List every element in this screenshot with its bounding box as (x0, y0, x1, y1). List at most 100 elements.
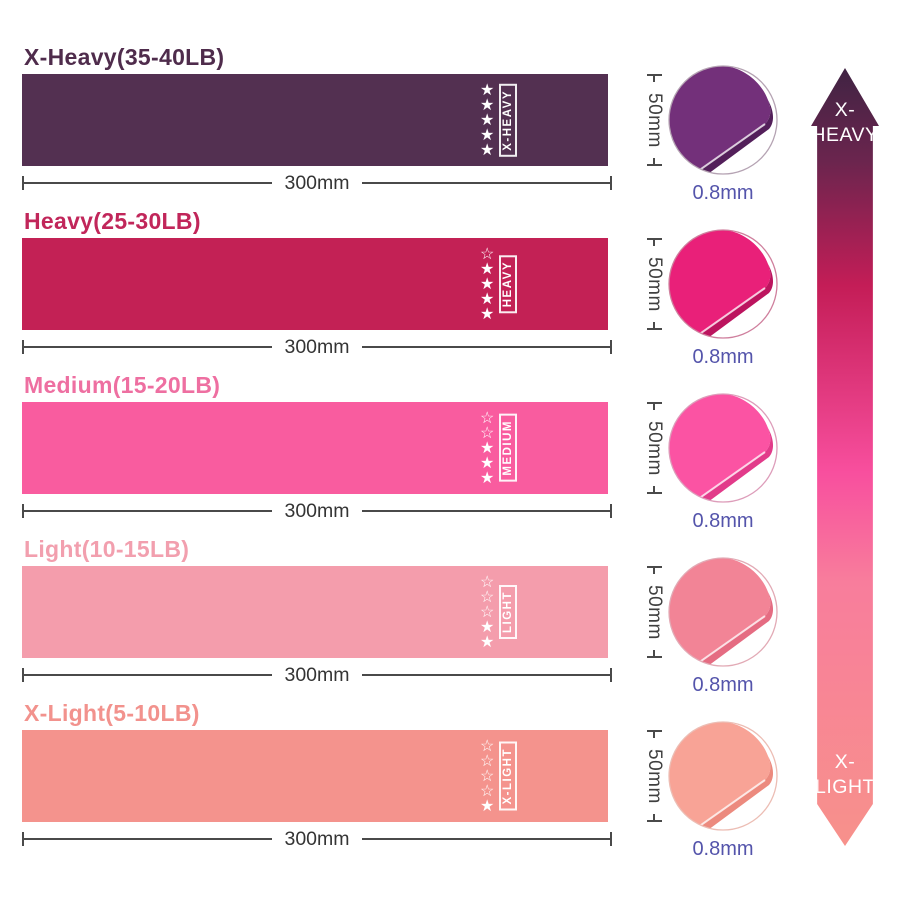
dimension-tick-icon (22, 668, 24, 682)
dimension-tick-icon (646, 649, 662, 658)
dimension-line (24, 674, 273, 676)
dimension-tick-icon (22, 340, 24, 354)
strength-scale-arrow: X- HEAVY X- LIGHT (811, 68, 879, 846)
band-swatch: ☆ ★ ★ ★ ★ HEAVY (22, 238, 608, 330)
dimension-tick-icon (610, 832, 612, 846)
width-label: 300mm (284, 335, 350, 358)
dimension-tick-icon (646, 238, 662, 246)
width-dimension: 300mm (22, 500, 612, 522)
star-filled-icon: ★ (480, 633, 495, 651)
dimension-tick-icon (22, 504, 24, 518)
band-title: X-Light(5-10LB) (24, 700, 200, 726)
star-filled-icon: ★ (480, 469, 495, 487)
star-filled-icon: ★ (480, 275, 495, 293)
dimension-tick-icon (646, 402, 662, 410)
dimension-tick-icon (646, 321, 662, 330)
star-outline-icon: ☆ (480, 409, 495, 427)
dimension-tick-icon (646, 813, 662, 822)
height-label: 50mm (644, 584, 665, 640)
band-thickness-photo (667, 556, 779, 668)
dimension-line (24, 182, 273, 184)
dimension-tick-icon (610, 668, 612, 682)
dimension-line (361, 182, 610, 184)
dimension-tick-icon (646, 566, 662, 574)
band-mark: ☆ ☆ ★ ★ ★ MEDIUM (480, 402, 518, 494)
thickness-label: 0.8mm (692, 838, 754, 860)
band-thickness-photo (667, 720, 779, 832)
band-row-heavy: Heavy(25-30LB) ☆ ★ ★ ★ ★ HEAVY 50mm 300mm (22, 208, 878, 372)
height-dimension: 50mm (634, 238, 674, 330)
folded-band-icon (668, 229, 778, 339)
dimension-tick-icon (22, 832, 24, 846)
width-label: 300mm (284, 171, 350, 194)
band-mark: ☆ ☆ ☆ ★ ★ LIGHT (480, 566, 518, 658)
star-filled-icon: ★ (480, 454, 495, 472)
thickness-label: 0.8mm (692, 510, 754, 532)
band-title: Heavy(25-30LB) (24, 208, 201, 234)
band-row-light: Light(10-15LB) ☆ ☆ ☆ ★ ★ LIGHT 50mm 300mm (22, 536, 878, 700)
band-swatch: ☆ ☆ ★ ★ ★ MEDIUM (22, 402, 608, 494)
star-filled-icon: ★ (480, 260, 495, 278)
star-outline-icon: ☆ (480, 782, 495, 800)
band-mark: ☆ ☆ ☆ ☆ ★ X-LIGHT (480, 730, 518, 822)
dimension-line (361, 674, 610, 676)
thickness-label: 0.8mm (692, 182, 754, 204)
dimension-tick-icon (610, 176, 612, 190)
width-label: 300mm (284, 499, 350, 522)
band-swatch: ☆ ☆ ☆ ★ ★ LIGHT (22, 566, 608, 658)
band-strength-label: LIGHT (499, 585, 518, 639)
star-filled-icon: ★ (480, 96, 495, 114)
star-rating: ☆ ☆ ☆ ★ ★ (480, 573, 495, 651)
dimension-line (24, 838, 273, 840)
band-row-x-light: X-Light(5-10LB) ☆ ☆ ☆ ☆ ★ X-LIGHT 50mm 300mm (22, 700, 878, 864)
band-strength-label: HEAVY (499, 254, 518, 314)
band-swatch: ☆ ☆ ☆ ☆ ★ X-LIGHT (22, 730, 608, 822)
arrow-top-label: X- HEAVY (811, 98, 879, 148)
band-row-x-heavy: X-Heavy(35-40LB) ★ ★ ★ ★ ★ X-HEAVY 50mm 300m… (22, 44, 878, 208)
dimension-tick-icon (646, 485, 662, 494)
star-filled-icon: ★ (480, 126, 495, 144)
height-dimension: 50mm (634, 402, 674, 494)
band-strength-label: X-LIGHT (499, 741, 518, 811)
star-outline-icon: ☆ (480, 573, 495, 591)
star-filled-icon: ★ (480, 618, 495, 636)
dimension-tick-icon (646, 157, 662, 166)
arrow-top-label-line1: X- (834, 99, 856, 121)
arrow-bottom-label-line1: X- (834, 751, 856, 773)
star-outline-icon: ☆ (480, 767, 495, 785)
band-row-medium: Medium(15-20LB) ☆ ☆ ★ ★ ★ MEDIUM 50mm 300mm (22, 372, 878, 536)
width-dimension: 300mm (22, 336, 612, 358)
star-filled-icon: ★ (480, 81, 495, 99)
width-label: 300mm (284, 827, 350, 850)
height-dimension: 50mm (634, 74, 674, 166)
width-dimension: 300mm (22, 828, 612, 850)
dimension-tick-icon (646, 730, 662, 738)
star-rating: ☆ ☆ ★ ★ ★ (480, 409, 495, 487)
star-rating: ★ ★ ★ ★ ★ (480, 81, 495, 158)
arrow-bottom-label: X- LIGHT (811, 750, 879, 800)
band-swatch: ★ ★ ★ ★ ★ X-HEAVY (22, 74, 608, 166)
band-strength-label: X-HEAVY (499, 83, 518, 157)
dimension-line (24, 346, 273, 348)
star-outline-icon: ☆ (480, 424, 495, 442)
folded-band-icon (668, 721, 778, 831)
dimension-line (24, 510, 273, 512)
height-label: 50mm (644, 256, 665, 312)
band-title: X-Heavy(35-40LB) (24, 44, 225, 70)
band-thickness-photo (667, 392, 779, 504)
dimension-line (361, 510, 610, 512)
star-filled-icon: ★ (480, 439, 495, 457)
height-dimension: 50mm (634, 730, 674, 822)
band-thickness-photo (667, 64, 779, 176)
dimension-line (361, 838, 610, 840)
folded-band-icon (668, 393, 778, 503)
height-label: 50mm (644, 748, 665, 804)
dimension-tick-icon (610, 340, 612, 354)
star-outline-icon: ☆ (480, 737, 495, 755)
band-title: Light(10-15LB) (24, 536, 190, 562)
dimension-line (361, 346, 610, 348)
thickness-label: 0.8mm (692, 674, 754, 696)
band-title: Medium(15-20LB) (24, 372, 221, 398)
arrow-bottom-label-line2: LIGHT (815, 776, 875, 798)
